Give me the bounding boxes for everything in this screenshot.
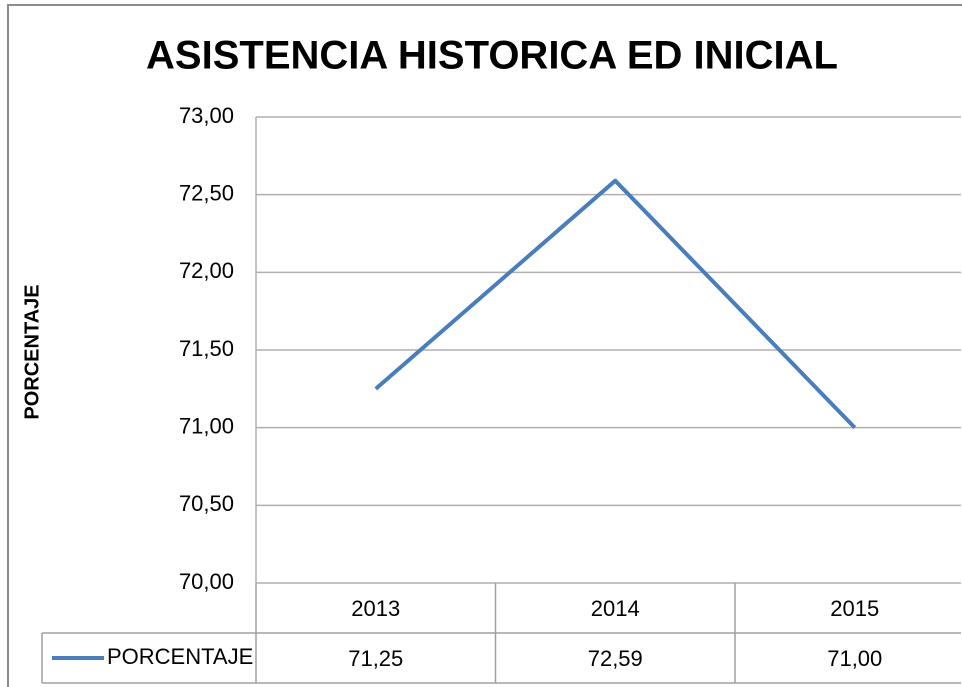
y-tick-label: 70,50 [179, 491, 234, 516]
x-tick-label: 2015 [830, 596, 879, 621]
data-table-value: 72,59 [588, 646, 643, 671]
legend-label: PORCENTAJE [107, 644, 253, 669]
chart-title: ASISTENCIA HISTORICA ED INICIAL [146, 34, 838, 78]
x-tick-label: 2013 [351, 596, 400, 621]
x-tick-label: 2014 [591, 596, 640, 621]
y-tick-label: 72,00 [179, 258, 234, 283]
data-table-value: 71,25 [348, 646, 403, 671]
y-tick-label: 72,50 [179, 180, 234, 205]
y-tick-label: 71,00 [179, 413, 234, 438]
chart-frame [7, 4, 962, 687]
y-tick-label: 71,50 [179, 336, 234, 361]
y-tick-label: 70,00 [179, 569, 234, 594]
y-axis-label: PORCENTAJE [21, 284, 43, 419]
y-tick-label: 73,00 [179, 103, 234, 128]
data-table-value: 71,00 [827, 646, 882, 671]
data-line [374, 178, 857, 430]
